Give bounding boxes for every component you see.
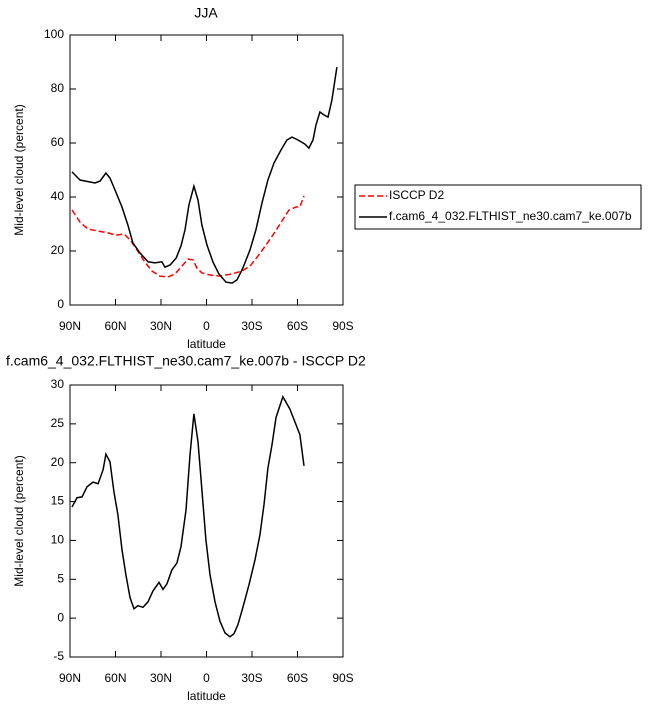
plot-frame [69, 34, 344, 306]
y-axis-label: Mid-level cloud (percent) [12, 455, 26, 586]
data-line [71, 66, 338, 284]
y-tick-label: 20 [51, 455, 65, 469]
x-axis-label: latitude [187, 689, 226, 703]
x-tick-label: 60S [287, 671, 308, 685]
x-tick-label: 60N [104, 671, 126, 685]
chart-title: f.cam6_4_032.FLTHIST_ne30.cam7_ke.007b -… [6, 353, 366, 369]
x-tick-label: 90N [59, 319, 81, 333]
data-line [71, 394, 305, 638]
x-tick-label: 30N [150, 671, 172, 685]
x-tick-label: 0 [203, 671, 210, 685]
y-tick-label: 25 [51, 416, 65, 430]
y-tick-label: 30 [51, 377, 65, 391]
x-tick-label: 90S [332, 319, 353, 333]
x-tick-label: 60N [104, 319, 126, 333]
y-tick-label: 60 [51, 135, 65, 149]
y-axis-label: Mid-level cloud (percent) [12, 104, 26, 235]
x-tick-label: 30N [150, 319, 172, 333]
x-tick-label: 90S [332, 671, 353, 685]
x-tick-label: 60S [287, 319, 308, 333]
chart-title: JJA [194, 5, 218, 21]
y-tick-label: 80 [51, 81, 65, 95]
y-tick-label: 10 [51, 533, 65, 547]
legend-label: f.cam6_4_032.FLTHIST_ne30.cam7_ke.007b [389, 209, 632, 223]
y-tick-label: 20 [51, 243, 65, 257]
y-tick-label: 0 [57, 610, 64, 624]
data-line [71, 195, 305, 278]
x-tick-label: 30S [241, 671, 262, 685]
legend-label: ISCCP D2 [389, 188, 444, 202]
x-tick-label: 0 [203, 319, 210, 333]
plot-frame [69, 384, 344, 658]
x-tick-label: 90N [59, 671, 81, 685]
y-tick-label: 40 [51, 189, 65, 203]
y-tick-label: 15 [51, 494, 65, 508]
x-tick-label: 30S [241, 319, 262, 333]
y-tick-label: -5 [53, 649, 64, 663]
y-tick-label: 100 [44, 27, 64, 41]
legend-box [354, 184, 642, 230]
y-tick-label: 0 [57, 297, 64, 311]
x-axis-label: latitude [187, 337, 226, 351]
y-tick-label: 5 [57, 571, 64, 585]
